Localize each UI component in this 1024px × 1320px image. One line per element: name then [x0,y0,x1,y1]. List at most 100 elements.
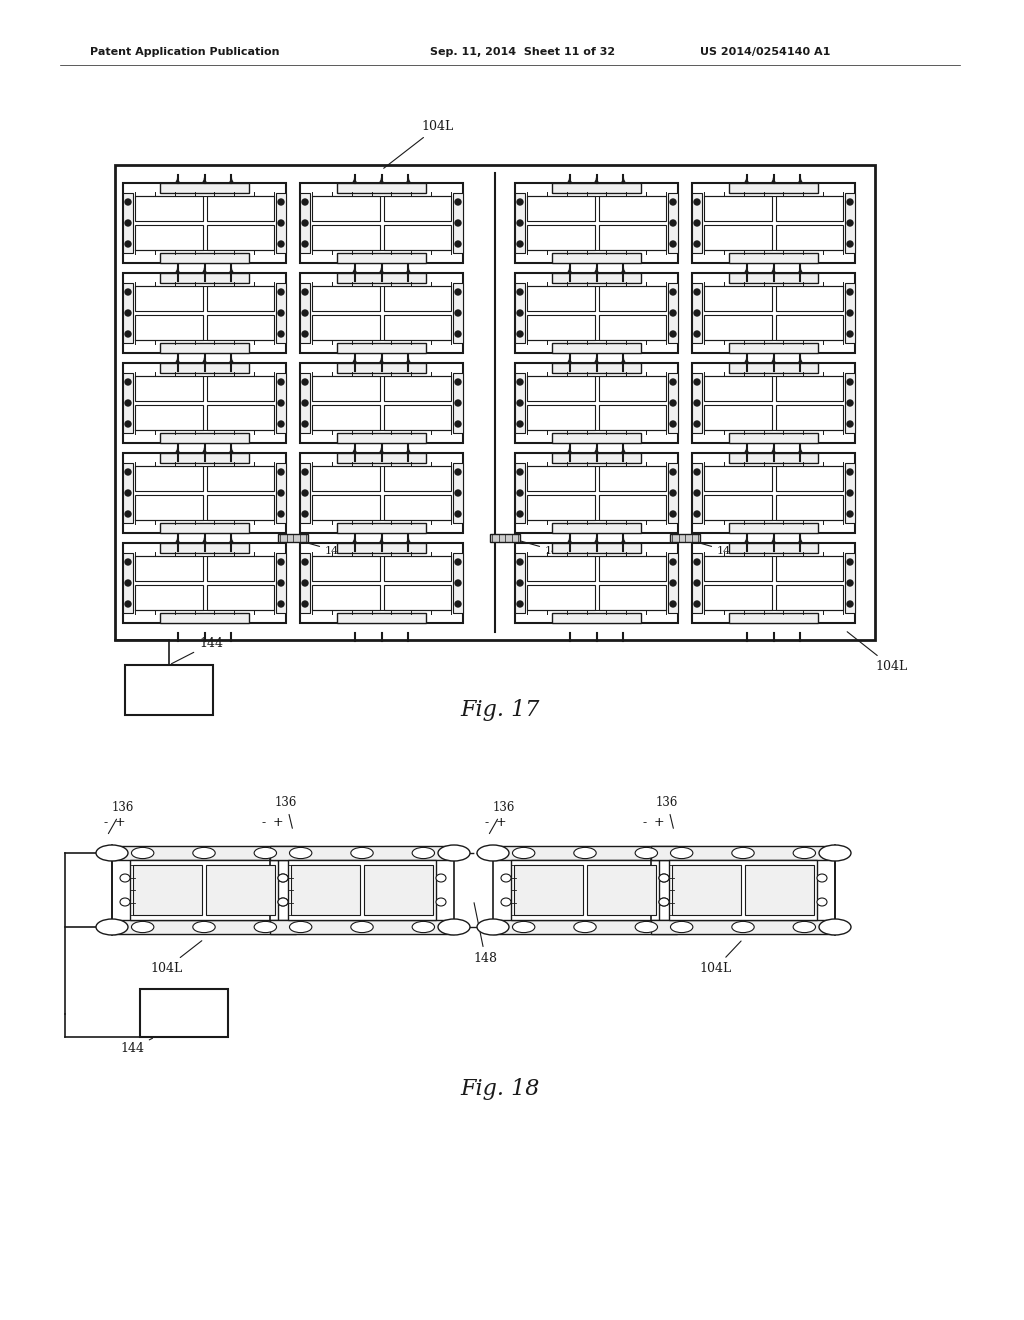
Bar [515,553,525,612]
Text: 104L: 104L [847,632,907,673]
Ellipse shape [732,847,755,858]
Bar [278,535,308,543]
Text: 136: 136 [489,801,515,834]
Circle shape [278,289,284,294]
Bar [515,273,678,352]
Ellipse shape [96,845,128,861]
Circle shape [517,579,523,586]
Bar [276,463,286,523]
Ellipse shape [817,898,827,906]
Text: 148: 148 [473,903,498,965]
Ellipse shape [659,874,669,882]
Bar [160,273,249,282]
Bar [160,253,249,263]
Circle shape [302,310,308,315]
Bar [729,543,818,553]
Circle shape [125,511,131,517]
Ellipse shape [477,845,509,861]
Ellipse shape [351,921,373,933]
Bar [312,224,380,249]
Ellipse shape [635,847,657,858]
Circle shape [694,421,700,426]
Bar [337,363,426,374]
Bar [515,363,678,444]
Bar [845,463,855,523]
Ellipse shape [278,874,288,882]
Bar [515,463,525,523]
Bar [312,286,380,312]
Circle shape [517,421,523,426]
Bar [337,343,426,352]
Ellipse shape [512,847,535,858]
Bar [729,433,818,444]
Bar [845,282,855,343]
Bar [527,556,595,581]
Circle shape [670,379,676,385]
Circle shape [670,331,676,337]
Ellipse shape [438,845,470,861]
Bar [552,453,641,463]
Circle shape [517,400,523,407]
Text: +: + [272,816,284,829]
Bar [692,543,855,623]
Bar [125,665,213,715]
Circle shape [517,220,523,226]
Bar [692,374,702,433]
Bar [552,433,641,444]
Bar [384,585,451,610]
Text: 136: 136 [656,796,678,829]
Bar [337,612,426,623]
Text: 136: 136 [109,801,134,834]
Bar [845,374,855,433]
Circle shape [125,379,131,385]
Bar [123,183,286,263]
Text: -: - [485,816,489,829]
Text: Sep. 11, 2014  Sheet 11 of 32: Sep. 11, 2014 Sheet 11 of 32 [430,48,615,57]
Bar [669,861,817,920]
Bar [135,585,203,610]
Bar [527,585,595,610]
Circle shape [670,400,676,407]
Bar [692,463,702,523]
Bar [515,282,525,343]
Bar [527,405,595,430]
Bar [845,193,855,253]
Bar [745,865,814,915]
Bar [775,466,843,491]
Bar [115,165,874,640]
Ellipse shape [412,921,434,933]
Circle shape [278,242,284,247]
Ellipse shape [278,874,288,882]
Bar [527,315,595,341]
Bar [312,376,380,401]
Bar [207,466,274,491]
Circle shape [125,310,131,315]
Bar [729,612,818,623]
Bar [692,453,855,533]
Bar [288,861,436,920]
Ellipse shape [819,845,851,861]
Circle shape [847,490,853,496]
Bar [300,273,463,352]
Bar [514,865,583,915]
Bar [668,374,678,433]
Bar [384,286,451,312]
Bar [668,282,678,343]
Circle shape [125,289,131,294]
Bar [552,253,641,263]
Circle shape [694,601,700,607]
Bar [123,193,133,253]
Circle shape [694,579,700,586]
Text: Fig. 17: Fig. 17 [461,700,540,721]
Bar [672,865,741,915]
Circle shape [278,601,284,607]
Bar [511,861,659,920]
Circle shape [455,558,461,565]
Ellipse shape [436,898,446,906]
Bar [775,556,843,581]
Bar [291,865,360,915]
Bar [130,861,278,920]
Bar [123,282,133,343]
Circle shape [694,199,700,205]
Bar [207,585,274,610]
